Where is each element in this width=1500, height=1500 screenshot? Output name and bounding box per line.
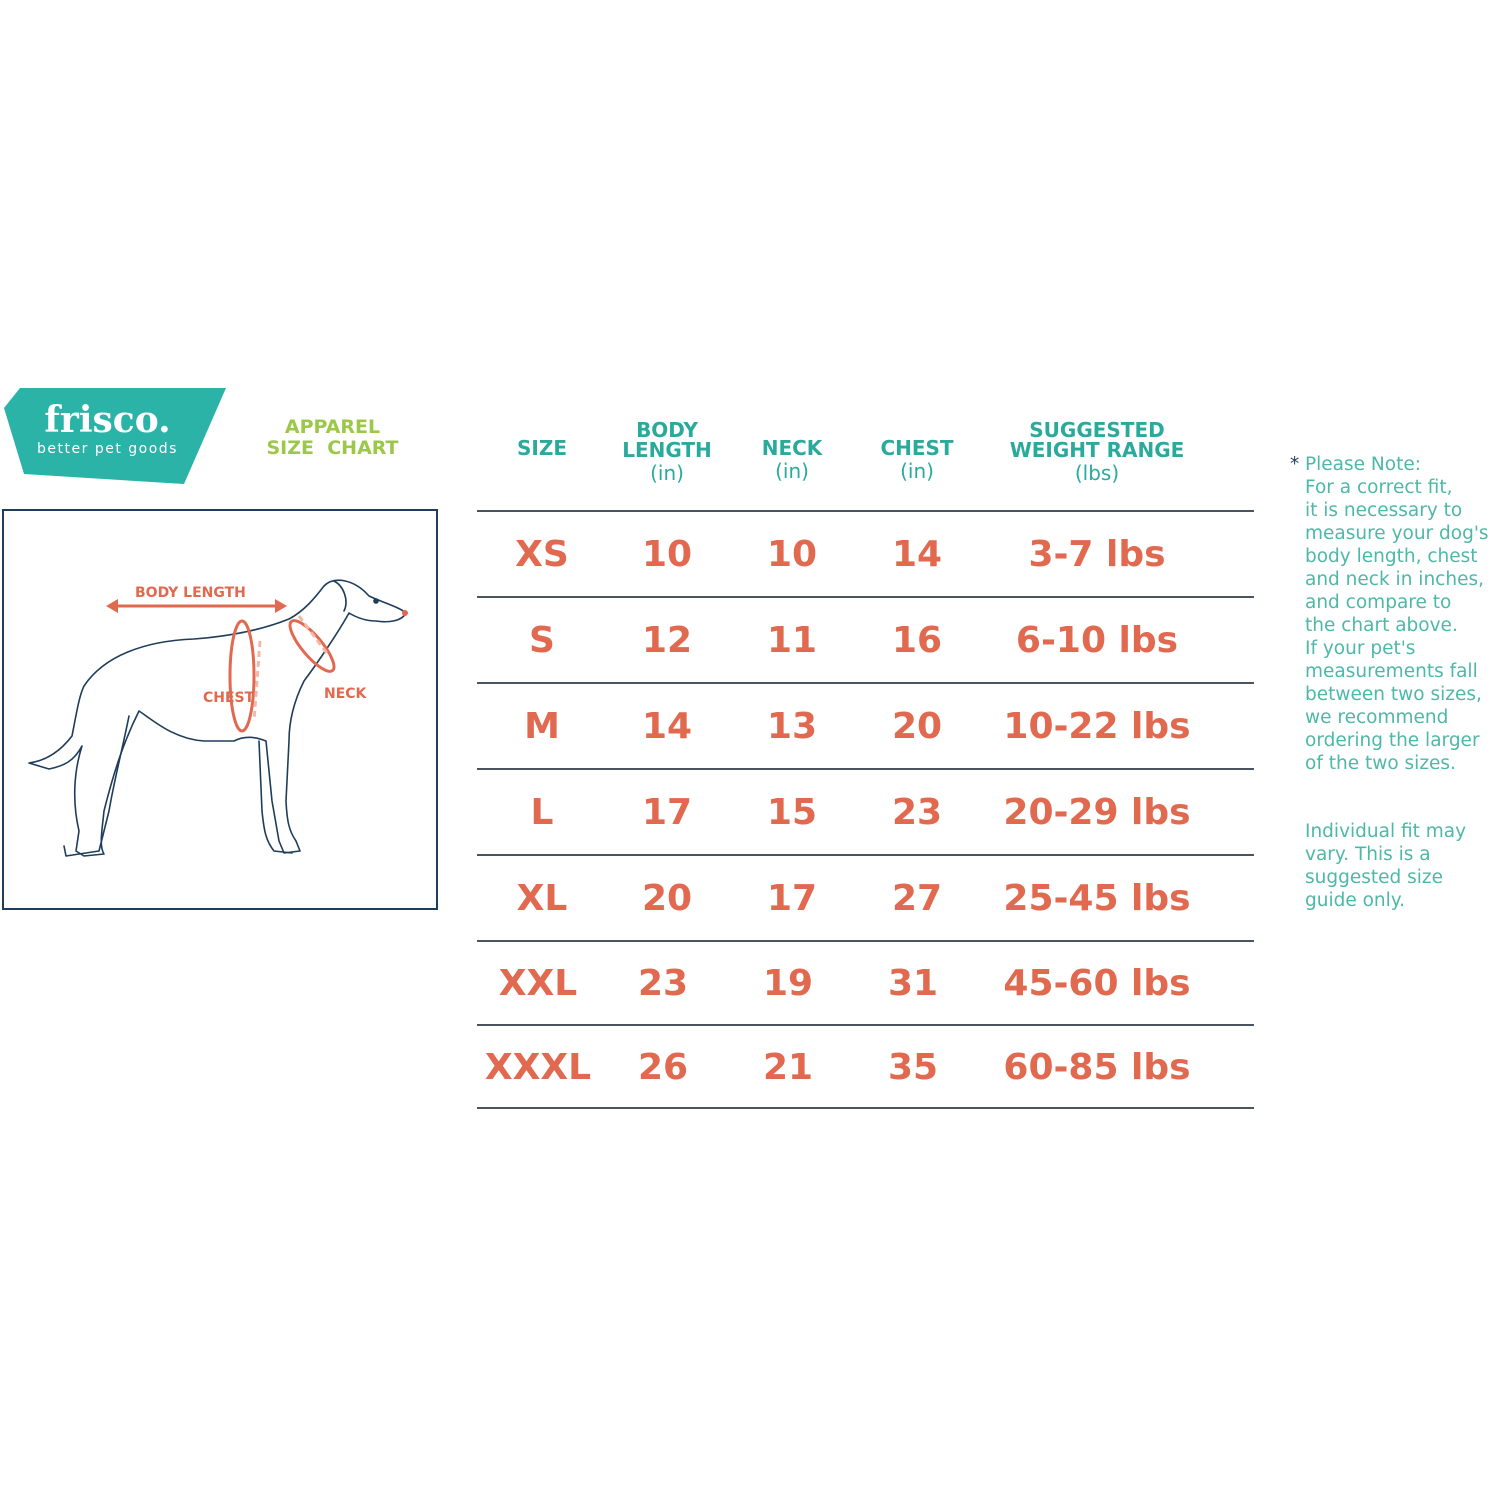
cell-weight-range: 60-85 lbs xyxy=(1003,1046,1191,1088)
row-divider xyxy=(477,510,1254,512)
page-title: APPAREL SIZE CHART xyxy=(250,417,415,459)
cell-neck: 15 xyxy=(766,792,818,833)
asterisk: * xyxy=(1290,454,1300,475)
cell-neck: 21 xyxy=(762,1046,814,1088)
brand-name: frisco. xyxy=(44,399,171,441)
cell-size: XXL xyxy=(498,963,578,1004)
fit-note: * Please Note: For a correct fit, it is … xyxy=(1290,453,1500,912)
brand-logo: frisco. better pet goods xyxy=(0,400,215,458)
header-neck: NECK (in) xyxy=(692,438,892,484)
header-title: SUGGESTED WEIGHT RANGE xyxy=(1009,418,1185,462)
row-divider xyxy=(477,768,1254,770)
cell-chest: 14 xyxy=(891,534,943,575)
header-title: SIZE xyxy=(516,436,567,460)
row-divider xyxy=(477,1024,1254,1026)
brand-tagline: better pet goods xyxy=(37,441,178,457)
cell-size: XL xyxy=(516,878,568,919)
cell-body-length: 20 xyxy=(641,878,693,919)
cell-body-length: 23 xyxy=(637,963,689,1004)
cell-weight-range: 20-29 lbs xyxy=(1003,792,1191,833)
cell-chest: 23 xyxy=(891,792,943,833)
cell-weight-range: 3-7 lbs xyxy=(1028,534,1166,575)
title-line-2: SIZE CHART xyxy=(266,437,399,459)
cell-body-length: 17 xyxy=(641,792,693,833)
brand-logo-badge xyxy=(4,388,226,484)
cell-size: M xyxy=(524,706,560,747)
title-line-1: APPAREL xyxy=(284,416,381,438)
row-divider xyxy=(477,1107,1254,1109)
header-weight-range: SUGGESTED WEIGHT RANGE (lbs) xyxy=(997,420,1197,486)
header-unit: (in) xyxy=(900,459,934,483)
header-unit: (in) xyxy=(775,459,809,483)
label-body-length: BODY LENGTH xyxy=(135,585,246,601)
cell-neck: 17 xyxy=(766,878,818,919)
header-chest: CHEST (in) xyxy=(817,438,1017,484)
cell-weight-range: 6-10 lbs xyxy=(1015,620,1179,661)
cell-chest: 16 xyxy=(891,620,943,661)
cell-chest: 20 xyxy=(891,706,943,747)
header-title: CHEST xyxy=(880,436,954,460)
cell-neck: 13 xyxy=(766,706,818,747)
header-size: SIZE xyxy=(442,438,642,458)
label-chest: CHEST xyxy=(203,690,255,706)
cell-chest: 35 xyxy=(887,1046,939,1088)
cell-neck: 10 xyxy=(766,534,818,575)
cell-body-length: 10 xyxy=(641,534,693,575)
row-divider xyxy=(477,596,1254,598)
cell-size: XS xyxy=(515,534,569,575)
cell-chest: 27 xyxy=(891,878,943,919)
cell-size: S xyxy=(529,620,555,661)
cell-weight-range: 25-45 lbs xyxy=(1003,878,1191,919)
dog-illustration: BODY LENGTH CHEST NECK xyxy=(28,579,408,857)
row-divider xyxy=(477,940,1254,942)
cell-chest: 31 xyxy=(887,963,939,1004)
cell-body-length: 12 xyxy=(641,620,693,661)
cell-weight-range: 10-22 lbs xyxy=(1003,706,1191,747)
cell-size: L xyxy=(530,792,554,833)
header-unit: (in) xyxy=(650,461,684,485)
cell-neck: 19 xyxy=(762,963,814,1004)
cell-body-length: 14 xyxy=(641,706,693,747)
dog-measurement-diagram: BODY LENGTH CHEST NECK xyxy=(2,509,438,910)
cell-size: XXXL xyxy=(484,1046,592,1088)
header-title: BODY LENGTH xyxy=(622,418,712,462)
header-title: NECK xyxy=(761,436,823,460)
header-unit: (lbs) xyxy=(1074,461,1120,485)
header-body-length: BODY LENGTH (in) xyxy=(567,420,767,486)
label-neck: NECK xyxy=(324,686,368,702)
cell-weight-range: 45-60 lbs xyxy=(1003,963,1191,1004)
note-disclaimer: Individual fit may vary. This is a sugge… xyxy=(1305,821,1467,911)
row-divider xyxy=(477,854,1254,856)
note-text: Please Note: For a correct fit, it is ne… xyxy=(1305,454,1489,774)
row-divider xyxy=(477,682,1254,684)
cell-neck: 11 xyxy=(766,620,818,661)
cell-body-length: 26 xyxy=(637,1046,689,1088)
